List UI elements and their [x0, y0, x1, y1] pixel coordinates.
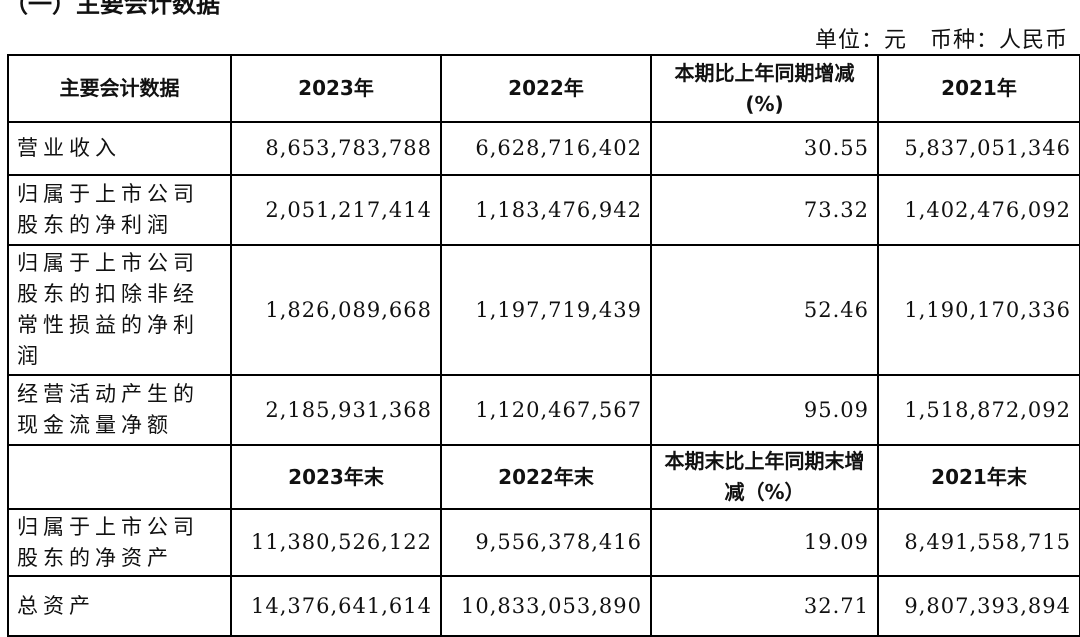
- cell: 19.09: [650, 508, 879, 577]
- cell: 1,197,719,439: [440, 244, 652, 376]
- header-row: 2023年末 2022年末 本期末比上年同期末增减（%） 2021年末: [7, 444, 1080, 510]
- header-cell: 2022年: [440, 54, 652, 123]
- header-cell: 2023年末: [230, 444, 442, 510]
- cell: 5,837,051,346: [877, 121, 1080, 176]
- header-cell: [7, 444, 232, 510]
- table-row: 归属于上市公司股东的扣除非经常性损益的净利润 1,826,089,668 1,1…: [7, 244, 1080, 376]
- row-label: 归属于上市公司股东的净资产: [7, 508, 232, 577]
- table-row: 总资产 14,376,641,614 10,833,053,890 32.71 …: [7, 575, 1080, 637]
- table-row: 经营活动产生的现金流量净额 2,185,931,368 1,120,467,56…: [7, 374, 1080, 446]
- cell: 52.46: [650, 244, 879, 376]
- table-row: 归属于上市公司股东的净资产 11,380,526,122 9,556,378,4…: [7, 508, 1080, 577]
- cell: 1,826,089,668: [230, 244, 442, 376]
- cell: 73.32: [650, 174, 879, 246]
- cell: 6,628,716,402: [440, 121, 652, 176]
- row-label: 归属于上市公司股东的净利润: [7, 174, 232, 246]
- section-heading: （一）主要会计数据: [4, 0, 220, 18]
- row-label: 经营活动产生的现金流量净额: [7, 374, 232, 446]
- header-cell: 主要会计数据: [7, 54, 232, 123]
- cell: 1,120,467,567: [440, 374, 652, 446]
- header-cell: 2022年末: [440, 444, 652, 510]
- cell: 11,380,526,122: [230, 508, 442, 577]
- cell: 9,807,393,894: [877, 575, 1080, 637]
- cell: 32.71: [650, 575, 879, 637]
- table-row: 归属于上市公司股东的净利润 2,051,217,414 1,183,476,94…: [7, 174, 1080, 246]
- cell: 1,190,170,336: [877, 244, 1080, 376]
- cell: 10,833,053,890: [440, 575, 652, 637]
- header-row: 主要会计数据 2023年 2022年 本期比上年同期增减(%) 2021年: [7, 54, 1080, 123]
- header-cell: 2021年: [877, 54, 1080, 123]
- cell: 2,185,931,368: [230, 374, 442, 446]
- cell: 30.55: [650, 121, 879, 176]
- cell: 8,491,558,715: [877, 508, 1080, 577]
- accounting-data-table: 主要会计数据 2023年 2022年 本期比上年同期增减(%) 2021年 营业…: [7, 54, 1080, 637]
- cell: 9,556,378,416: [440, 508, 652, 577]
- header-cell: 2021年末: [877, 444, 1080, 510]
- row-label: 归属于上市公司股东的扣除非经常性损益的净利润: [7, 244, 232, 376]
- cell: 1,183,476,942: [440, 174, 652, 246]
- cell: 8,653,783,788: [230, 121, 442, 176]
- cell: 95.09: [650, 374, 879, 446]
- unit-currency-note: 单位：元 币种：人民币: [814, 28, 1068, 53]
- header-cell: 本期末比上年同期末增减（%）: [650, 444, 879, 510]
- row-label: 营业收入: [7, 121, 232, 176]
- table-row: 营业收入 8,653,783,788 6,628,716,402 30.55 5…: [7, 121, 1080, 176]
- header-cell: 2023年: [230, 54, 442, 123]
- header-cell: 本期比上年同期增减(%): [650, 54, 879, 123]
- cell: 1,402,476,092: [877, 174, 1080, 246]
- cell: 1,518,872,092: [877, 374, 1080, 446]
- cell: 2,051,217,414: [230, 174, 442, 246]
- cell: 14,376,641,614: [230, 575, 442, 637]
- row-label: 总资产: [7, 575, 232, 637]
